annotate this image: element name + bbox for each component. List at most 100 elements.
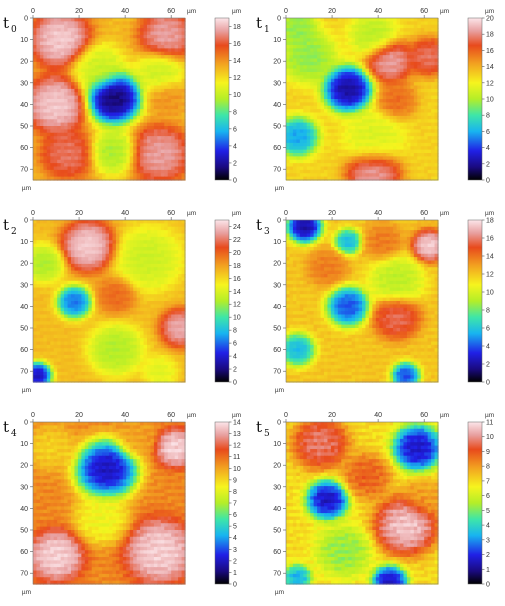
heatmap-cell — [299, 45, 304, 49]
heatmap-cell — [150, 153, 155, 157]
heatmap-cell — [105, 105, 110, 110]
heatmap-cell — [140, 176, 145, 181]
heatmap-cell — [115, 236, 120, 241]
heatmap-cell — [178, 243, 183, 248]
heatmap-cell — [98, 41, 103, 46]
heatmap-cell — [337, 176, 342, 181]
heatmap-cell — [424, 119, 429, 124]
heatmap-cell — [64, 34, 69, 39]
heatmap-cell — [178, 92, 183, 97]
heatmap-cell — [292, 139, 297, 144]
heatmap-cell — [167, 220, 172, 224]
heatmap-cell — [167, 75, 172, 80]
heatmap-cell — [46, 61, 51, 66]
heatmap-cell — [95, 18, 100, 22]
heatmap-cell — [150, 253, 155, 258]
heatmap-cell — [50, 132, 55, 137]
heatmap-cell — [136, 129, 141, 134]
heatmap-cell — [174, 48, 179, 53]
heatmap-cell — [317, 45, 322, 49]
heatmap-cell — [147, 136, 152, 141]
heatmap-cell — [39, 223, 44, 228]
heatmap-cell — [372, 58, 377, 63]
heatmap-cell — [84, 72, 89, 76]
heatmap-cell — [313, 85, 318, 90]
heatmap-cell — [337, 102, 342, 107]
heatmap-cell — [393, 146, 398, 151]
heatmap-cell — [330, 119, 335, 124]
heatmap-cell — [136, 263, 141, 268]
heatmap-cell — [389, 45, 394, 49]
heatmap-cell — [60, 253, 65, 258]
heatmap-cell — [164, 88, 169, 93]
heatmap-cell — [296, 163, 301, 168]
heatmap-cell — [88, 102, 93, 107]
heatmap-cell — [150, 34, 155, 39]
heatmap-cell — [71, 247, 76, 251]
heatmap-cell — [171, 163, 176, 168]
heatmap-cell — [365, 159, 370, 164]
heatmap-cell — [39, 126, 44, 130]
heatmap-cell — [330, 24, 335, 29]
heatmap-cell — [351, 24, 356, 29]
heatmap-cell — [306, 18, 311, 22]
heatmap-cell — [403, 28, 408, 33]
heatmap-cell — [133, 139, 138, 144]
heatmap-cell — [88, 24, 93, 29]
heatmap-cell — [174, 115, 179, 120]
heatmap-cell — [133, 146, 138, 151]
heatmap-cell — [157, 126, 162, 130]
heatmap-cell — [296, 173, 301, 178]
heatmap-cell — [171, 166, 176, 171]
heatmap-cell — [126, 95, 131, 100]
heatmap-cell — [160, 223, 165, 228]
heatmap-cell — [88, 257, 93, 262]
heatmap-cell — [57, 88, 62, 93]
heatmap-cell — [153, 109, 158, 114]
heatmap-cell — [57, 28, 62, 33]
heatmap-cell — [396, 115, 401, 120]
heatmap-cell — [102, 263, 107, 268]
heatmap-cell — [39, 102, 44, 107]
heatmap-cell — [351, 159, 356, 164]
heatmap-cell — [67, 92, 72, 97]
heatmap-cell — [292, 149, 297, 154]
heatmap-cell — [174, 223, 179, 228]
heatmap-cell — [413, 45, 418, 49]
heatmap-cell — [337, 146, 342, 151]
heatmap-cell — [150, 169, 155, 174]
heatmap-cell — [320, 159, 325, 164]
heatmap-cell — [389, 126, 394, 130]
heatmap-cell — [98, 243, 103, 248]
heatmap-cell — [174, 119, 179, 124]
heatmap-cell — [60, 142, 65, 147]
heatmap-cell — [167, 21, 172, 26]
heatmap-cell — [348, 153, 353, 157]
heatmap-cell — [330, 139, 335, 144]
heatmap-cell — [286, 169, 291, 174]
heatmap-cell — [133, 220, 138, 224]
heatmap-cell — [122, 149, 127, 154]
heatmap-cell — [119, 142, 124, 147]
heatmap-cell — [150, 28, 155, 33]
heatmap-cell — [320, 173, 325, 178]
heatmap-cell — [133, 223, 138, 228]
heatmap-cell — [88, 28, 93, 33]
heatmap-cell — [344, 41, 349, 46]
heatmap-cell — [160, 75, 165, 80]
heatmap-cell — [43, 136, 48, 141]
heatmap-cell — [157, 58, 162, 63]
heatmap-cell — [109, 112, 114, 117]
heatmap-cell — [306, 31, 311, 36]
heatmap-cell — [57, 102, 62, 107]
heatmap-cell — [129, 105, 134, 110]
heatmap-cell — [382, 51, 387, 56]
heatmap-cell — [379, 153, 384, 157]
heatmap-cell — [77, 166, 82, 171]
heatmap-cell — [126, 102, 131, 107]
heatmap-cell — [102, 226, 107, 231]
heatmap-cell — [286, 159, 291, 164]
heatmap-cell — [53, 92, 58, 97]
heatmap-cell — [160, 34, 165, 39]
heatmap-cell — [181, 78, 186, 83]
